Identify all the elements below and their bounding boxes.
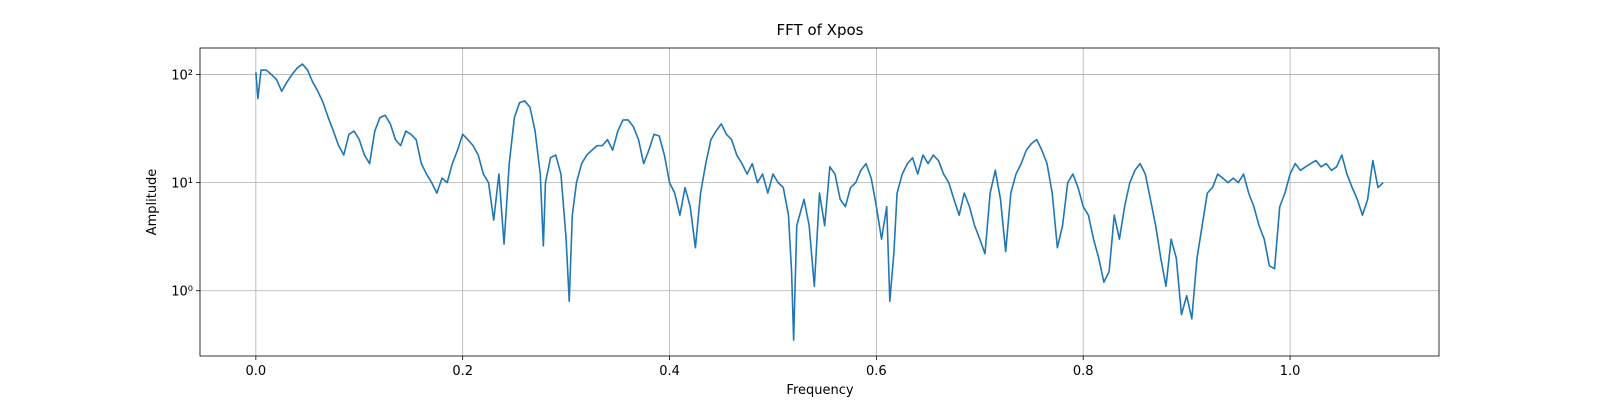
y-tick-label: 10²	[171, 69, 193, 84]
chart-title: FFT of Xpos	[777, 21, 864, 39]
x-tick-label: 1.0	[1280, 364, 1301, 379]
plot-frame	[199, 47, 1440, 357]
y-tick-label: 10⁰	[171, 285, 193, 300]
x-tick-label: 0.8	[1073, 364, 1094, 379]
x-tick-label: 0.0	[246, 364, 267, 379]
y-axis-label: Amplitude	[145, 169, 160, 236]
x-tick-label: 0.6	[866, 364, 887, 379]
x-tick-label: 0.2	[452, 364, 473, 379]
x-tick-label: 0.4	[659, 364, 680, 379]
x-axis-label: Frequency	[786, 383, 853, 398]
data-line	[255, 63, 1384, 341]
y-tick-label: 10¹	[171, 177, 193, 192]
